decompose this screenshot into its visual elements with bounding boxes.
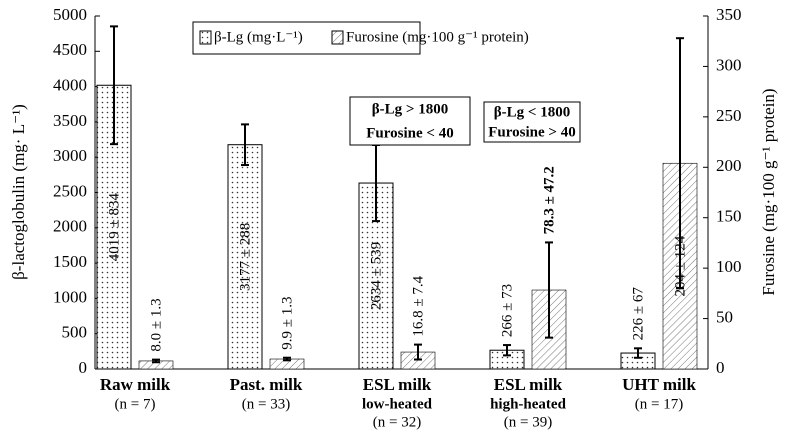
legend-box: [192, 21, 421, 55]
y-axis-label: β-lactoglobulin (mg· L⁻¹): [9, 104, 28, 280]
annotation-box: [483, 101, 581, 143]
error-bar: [545, 241, 553, 339]
y-tick-label: 4500: [53, 40, 87, 59]
error-bar: [503, 344, 511, 357]
data-label: 78.3 ± 47.2: [541, 166, 557, 234]
error-bar: [414, 343, 422, 361]
x-tick-label: UHT milk: [622, 375, 696, 394]
data-label: 8.0 ± 1.3: [148, 298, 164, 351]
y-tick-label: 500: [62, 323, 88, 342]
data-label: 9.9 ± 1.3: [279, 296, 295, 349]
y2-tick-label: 0: [716, 358, 725, 377]
y-tick-label: 4000: [53, 76, 87, 95]
data-label: 226 ± 67: [630, 287, 646, 341]
y2-tick-label: 100: [716, 257, 742, 276]
x-tick-note: (n = 32): [373, 414, 421, 430]
y-tick-label: 1000: [53, 287, 87, 306]
error-bar: [634, 347, 642, 359]
legend-swatch: [331, 30, 344, 45]
data-label: 2634 ± 539: [368, 242, 384, 310]
x-tick-note: (n = 33): [242, 396, 290, 412]
data-label: 16.8 ± 7.4: [410, 275, 426, 336]
annotation-text: Furosine < 40: [366, 125, 453, 141]
y2-tick-label: 50: [716, 307, 733, 326]
y2-tick-label: 250: [716, 106, 742, 125]
error-bar: [110, 25, 118, 146]
x-tick-label: Raw milk: [100, 375, 171, 394]
y-tick-label: 2000: [53, 217, 87, 236]
annotation-box: [349, 96, 471, 146]
data-label: 4019 ± 834: [106, 193, 122, 262]
x-tick-note: (n = 17): [635, 396, 683, 412]
y-tick-label: 2500: [53, 181, 87, 200]
error-bar: [283, 356, 291, 362]
y2-tick-label: 200: [716, 156, 742, 175]
error-bar: [676, 37, 684, 290]
y-tick-label: 3000: [53, 146, 87, 165]
y-tick-label: 1500: [53, 252, 87, 271]
y2-tick-label: 150: [716, 207, 742, 226]
data-label: 3177 ± 288: [237, 223, 253, 291]
bar: [227, 144, 263, 370]
y-tick-label: 0: [79, 358, 88, 377]
y2-tick-label: 350: [716, 5, 742, 24]
x-tick-label: ESL milk: [363, 375, 432, 394]
x-tick-note: (n = 7): [115, 396, 156, 412]
x-tick-note: low-heated: [362, 396, 433, 412]
data-label: 204 ± 124: [672, 235, 688, 296]
y-tick-label: 5000: [53, 5, 87, 24]
data-label: 266 ± 73: [499, 284, 515, 337]
legend-label: β-Lg (mg·L⁻¹): [214, 29, 303, 45]
y2-tick-label: 300: [716, 55, 742, 74]
x-tick-label: Past. milk: [230, 375, 303, 394]
error-bar: [152, 358, 160, 364]
annotation-text: β-Lg < 1800: [494, 104, 570, 120]
legend-label: Furosine (mg·100 g⁻¹ protein): [346, 29, 529, 45]
y2-axis-label: Furosine (mg·100 g⁻¹ protein): [759, 88, 778, 295]
annotation-text: β-Lg > 1800: [372, 101, 448, 117]
x-tick-note: (n = 39): [504, 414, 552, 430]
x-tick-label: ESL milk: [494, 375, 563, 394]
error-bar: [241, 123, 249, 167]
annotation-text: Furosine > 40: [488, 124, 575, 140]
x-tick-note: high-heated: [490, 396, 567, 412]
legend-swatch: [199, 30, 212, 45]
y-tick-label: 3500: [53, 111, 87, 130]
